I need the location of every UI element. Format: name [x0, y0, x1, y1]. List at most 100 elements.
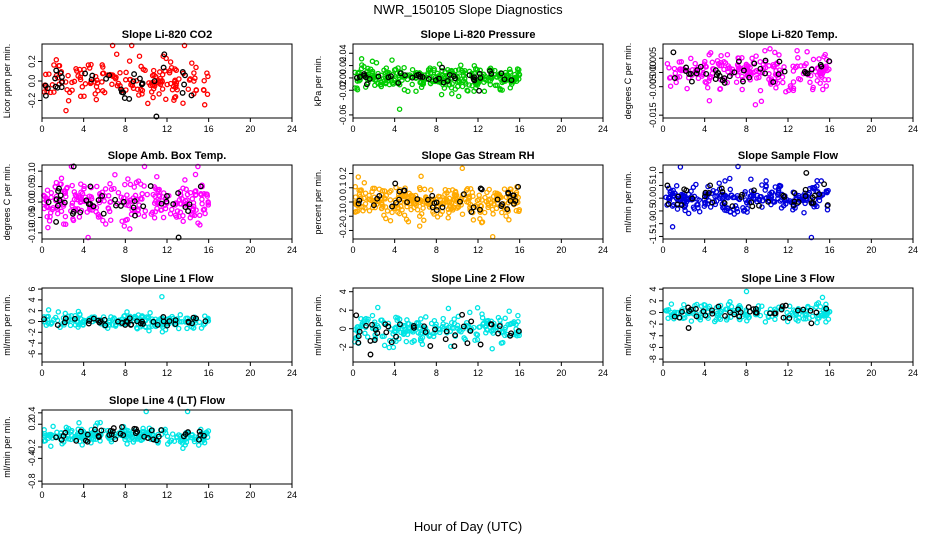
reference-point	[779, 303, 786, 310]
slope-point	[735, 163, 741, 170]
slope-point	[790, 207, 796, 213]
y-axis-label: ml/min per min.	[623, 294, 633, 356]
slope-point	[801, 63, 808, 69]
slope-point	[418, 338, 424, 344]
slope-point	[413, 88, 419, 94]
reference-point	[751, 60, 758, 67]
panel-title: Slope Line 1 Flow	[121, 273, 214, 285]
y-tick-label: -0.2	[27, 439, 37, 455]
data-points	[664, 46, 833, 108]
slope-point	[100, 314, 107, 320]
slope-point	[381, 342, 388, 349]
y-tick-label: -0.4	[27, 451, 37, 467]
reference-point	[153, 437, 160, 444]
slope-point	[722, 306, 729, 313]
slope-point	[472, 65, 479, 72]
reference-point	[186, 201, 193, 208]
slope-point	[415, 320, 422, 327]
reference-point	[154, 321, 161, 328]
slope-point	[684, 198, 690, 205]
slope-point	[373, 60, 380, 66]
slope-point	[756, 68, 763, 75]
reference-point	[671, 313, 678, 320]
reference-point	[735, 306, 742, 313]
reference-point	[800, 306, 807, 313]
reference-point	[130, 78, 137, 85]
slope-point	[69, 87, 75, 93]
data-points	[352, 56, 523, 112]
slope-point	[62, 79, 69, 85]
x-tick-label: 12	[162, 490, 172, 500]
slope-point	[55, 62, 62, 69]
slope-point	[516, 208, 522, 215]
slope-point	[762, 47, 768, 54]
reference-point	[712, 76, 719, 83]
slope-point	[425, 66, 432, 73]
slope-point	[515, 312, 521, 319]
slope-point	[68, 163, 75, 170]
reference-point	[686, 71, 693, 77]
slope-point	[358, 315, 364, 322]
reference-point	[780, 192, 787, 199]
reference-point	[401, 72, 408, 79]
slope-point	[77, 438, 83, 445]
reference-point	[436, 75, 442, 82]
slope-point	[58, 175, 65, 182]
slope-point	[506, 66, 513, 73]
slope-point	[395, 65, 401, 71]
reference-point	[131, 198, 138, 205]
y-tick-label: -1.0	[648, 216, 658, 232]
slope-point	[113, 51, 120, 57]
slope-point	[45, 313, 51, 320]
reference-point	[762, 57, 769, 64]
reference-point	[85, 320, 92, 327]
slope-point	[92, 73, 99, 80]
data-points	[663, 288, 833, 331]
slope-point	[417, 79, 423, 86]
slope-point	[139, 191, 145, 197]
slope-point	[772, 49, 778, 56]
slope-point	[790, 79, 797, 85]
slope-point	[772, 316, 778, 323]
slope-point	[205, 202, 212, 208]
slope-point	[484, 326, 490, 333]
reference-point	[729, 203, 736, 210]
reference-point	[363, 81, 370, 88]
reference-point	[824, 202, 831, 209]
slope-point	[109, 81, 115, 88]
reference-point	[132, 212, 138, 219]
reference-point	[53, 218, 60, 225]
slope-point	[131, 184, 138, 190]
slope-point	[204, 91, 211, 98]
slope-point	[356, 70, 362, 77]
reference-point	[762, 70, 769, 77]
reference-point	[401, 187, 408, 194]
reference-point	[771, 310, 778, 317]
reference-point	[58, 74, 65, 80]
slope-point	[674, 206, 681, 212]
slope-point	[409, 81, 415, 88]
x-tick-label: 24	[287, 490, 297, 500]
slope-point	[745, 64, 751, 71]
reference-point	[498, 70, 505, 77]
reference-point	[476, 70, 483, 77]
slope-point	[488, 318, 495, 325]
reference-point	[188, 92, 195, 99]
slope-point	[443, 198, 449, 205]
x-tick-label: 16	[825, 368, 835, 378]
reference-point	[372, 326, 379, 333]
reference-point	[396, 196, 403, 203]
reference-point	[443, 328, 450, 335]
slope-point	[159, 86, 166, 92]
slope-point	[76, 420, 82, 426]
slope-point	[514, 66, 521, 72]
reference-point	[175, 234, 182, 241]
slope-point	[816, 197, 823, 204]
slope-point	[114, 82, 121, 89]
slope-point	[136, 53, 143, 59]
panel-8: Slope Line 2 Flow ml/min per min. 0 4 8 12 16 2…	[313, 273, 608, 378]
y-tick-label: 4	[27, 297, 37, 302]
slope-point	[666, 197, 673, 204]
slope-point	[476, 324, 482, 330]
slope-point	[130, 85, 137, 92]
